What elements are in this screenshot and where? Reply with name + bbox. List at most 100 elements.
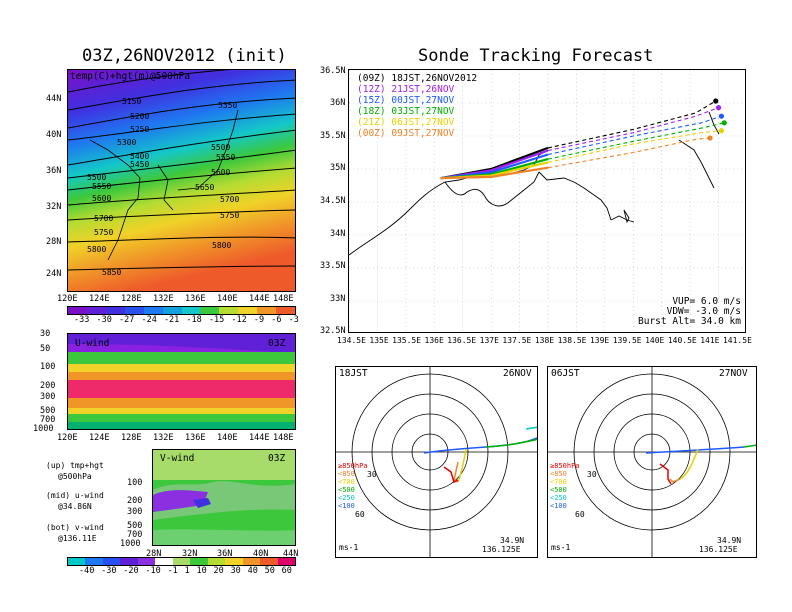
colorbar-tick: -9 [253, 315, 265, 325]
p-tick: 700 [40, 415, 56, 425]
track-lat-tick: 36.5N [320, 66, 346, 76]
lat-tick: 28N [146, 549, 162, 559]
legend-entry: (09Z) 18JST,26NOV2012 [357, 73, 478, 84]
lon-tick: 148E [273, 433, 294, 443]
param-burst: Burst Alt= 34.0 km [638, 316, 741, 327]
hodo-legend-entry: <850 [550, 470, 567, 478]
contour-label: 5500 [211, 143, 231, 152]
p-tick: 700 [127, 530, 143, 540]
colorbar-tick: 30 [230, 566, 241, 576]
hodo-legend-entry: <850 [338, 470, 355, 478]
vwind-time: 03Z [268, 453, 286, 464]
colorbar-tick: 10 [196, 566, 207, 576]
hodo-right-lon: 136.125E [699, 545, 738, 554]
colorbar-tick: -15 [208, 315, 225, 325]
track-series-line [547, 115, 722, 156]
p-tick: 50 [40, 344, 51, 354]
desc-line: (mid) u-wind [46, 491, 104, 500]
lon-tick: 132E [153, 433, 174, 443]
p-tick: 30 [40, 329, 51, 339]
track-lon-tick: 135E [369, 336, 389, 345]
landing-point [707, 135, 713, 141]
p-tick: 500 [40, 406, 56, 416]
contour-label: 5600 [211, 168, 231, 177]
ring-label: 60 [355, 510, 365, 519]
colorbar-tick: -6 [271, 315, 282, 325]
desc-line: @500hPa [58, 472, 92, 481]
hodo-legend-entry: <700 [338, 478, 355, 486]
colorbar-tick: -40 [79, 566, 95, 576]
track-lat-tick: 36N [330, 98, 346, 108]
contour-label: 5750 [220, 211, 240, 220]
contour-label: 5550 [216, 153, 236, 162]
coastline [349, 111, 720, 256]
vwind-title: V-wind [160, 453, 195, 464]
track-lon-tick: 141E [700, 336, 720, 345]
colorbar-tick: 1 [184, 566, 190, 576]
lat-tick: 40N [253, 549, 269, 559]
tracking-map [348, 69, 746, 333]
lon-tick: 128E [121, 433, 142, 443]
track-lat-tick: 35N [330, 163, 346, 173]
legend-entry: (00Z) 09JST,27NOV [357, 128, 455, 139]
temp-colorbar [67, 306, 296, 315]
track-lat-tick: 34N [330, 229, 346, 239]
contour-label: 5550 [92, 182, 112, 191]
uwind-time: 03Z [268, 338, 286, 349]
ring-label: 30 [587, 470, 597, 479]
track-series-line [440, 166, 549, 180]
contour-label: 5500 [87, 173, 107, 182]
map-500hpa-label: temp(C)+hgt(m)@500hPa [70, 71, 191, 82]
param-vup: VUP= 6.0 m/s [672, 296, 741, 307]
lon-tick: 144E [249, 433, 270, 443]
lon-tick: 136E [185, 294, 206, 304]
p-tick: 200 [127, 496, 143, 506]
hodo-legend-entry: ≥850hPa [338, 462, 368, 470]
track-lon-tick: 138E [534, 336, 555, 345]
track-lon-tick: 140E [645, 336, 665, 345]
colorbar-tick: -18 [186, 315, 202, 325]
hodo-legend-entry: <500 [550, 486, 567, 494]
contour-label: 5350 [218, 101, 238, 110]
contour-label: 5800 [87, 245, 107, 254]
colorbar-tick: -3 [288, 315, 299, 325]
lon-tick: 136E [185, 433, 206, 443]
lon-tick: 148E [273, 294, 294, 304]
sonde-params: VUP= 6.0 m/s VDW= -3.0 m/s Burst Alt= 34… [638, 297, 741, 327]
colorbar-tick: -33 [74, 315, 90, 325]
p-tick: 100 [127, 478, 143, 488]
colorbar-tick: -21 [163, 315, 180, 325]
colorbar-tick: -30 [101, 566, 117, 576]
hodo-right-date: 27NOV [719, 368, 748, 379]
param-vdw: VDW= -3.0 m/s [666, 306, 741, 317]
track-lon-tick: 141.5E [722, 336, 752, 345]
p-tick: 300 [40, 392, 56, 402]
lat-tick: 24N [46, 269, 62, 279]
landing-point [718, 128, 725, 134]
contour-label: 5800 [212, 241, 232, 250]
lat-tick: 44N [46, 94, 62, 104]
hodo-left-lon: 136.125E [482, 545, 521, 554]
contour-label: 5250 [130, 125, 150, 134]
contour-label: 5300 [117, 138, 137, 147]
hodo-legend-entry: <250 [550, 494, 567, 502]
lon-tick: 120E [57, 294, 78, 304]
hodo-right-time: 06JST [551, 368, 580, 379]
contour-label: 5450 [130, 160, 150, 169]
p-tick: 300 [127, 507, 143, 517]
lon-tick: 128E [121, 294, 142, 304]
track-lon-tick: 139.5E [612, 336, 642, 345]
lat-tick: 28N [46, 237, 62, 247]
legend-entry: (12Z) 21JST,26NOV [357, 84, 455, 95]
colorbar-tick: -1 [167, 566, 178, 576]
colorbar-tick: -24 [141, 315, 157, 325]
track-lon-tick: 136E [424, 336, 444, 345]
lon-tick: 120E [57, 433, 78, 443]
hodo-legend-entry: <100 [550, 502, 567, 510]
p-tick: 100 [40, 362, 56, 372]
hodo-right-svg [548, 367, 756, 557]
colorbar-tick: 60 [281, 566, 292, 576]
track-lon-tick: 135.5E [392, 336, 422, 345]
colorbar-tick: 40 [247, 566, 258, 576]
contour-label: 5700 [220, 195, 240, 204]
